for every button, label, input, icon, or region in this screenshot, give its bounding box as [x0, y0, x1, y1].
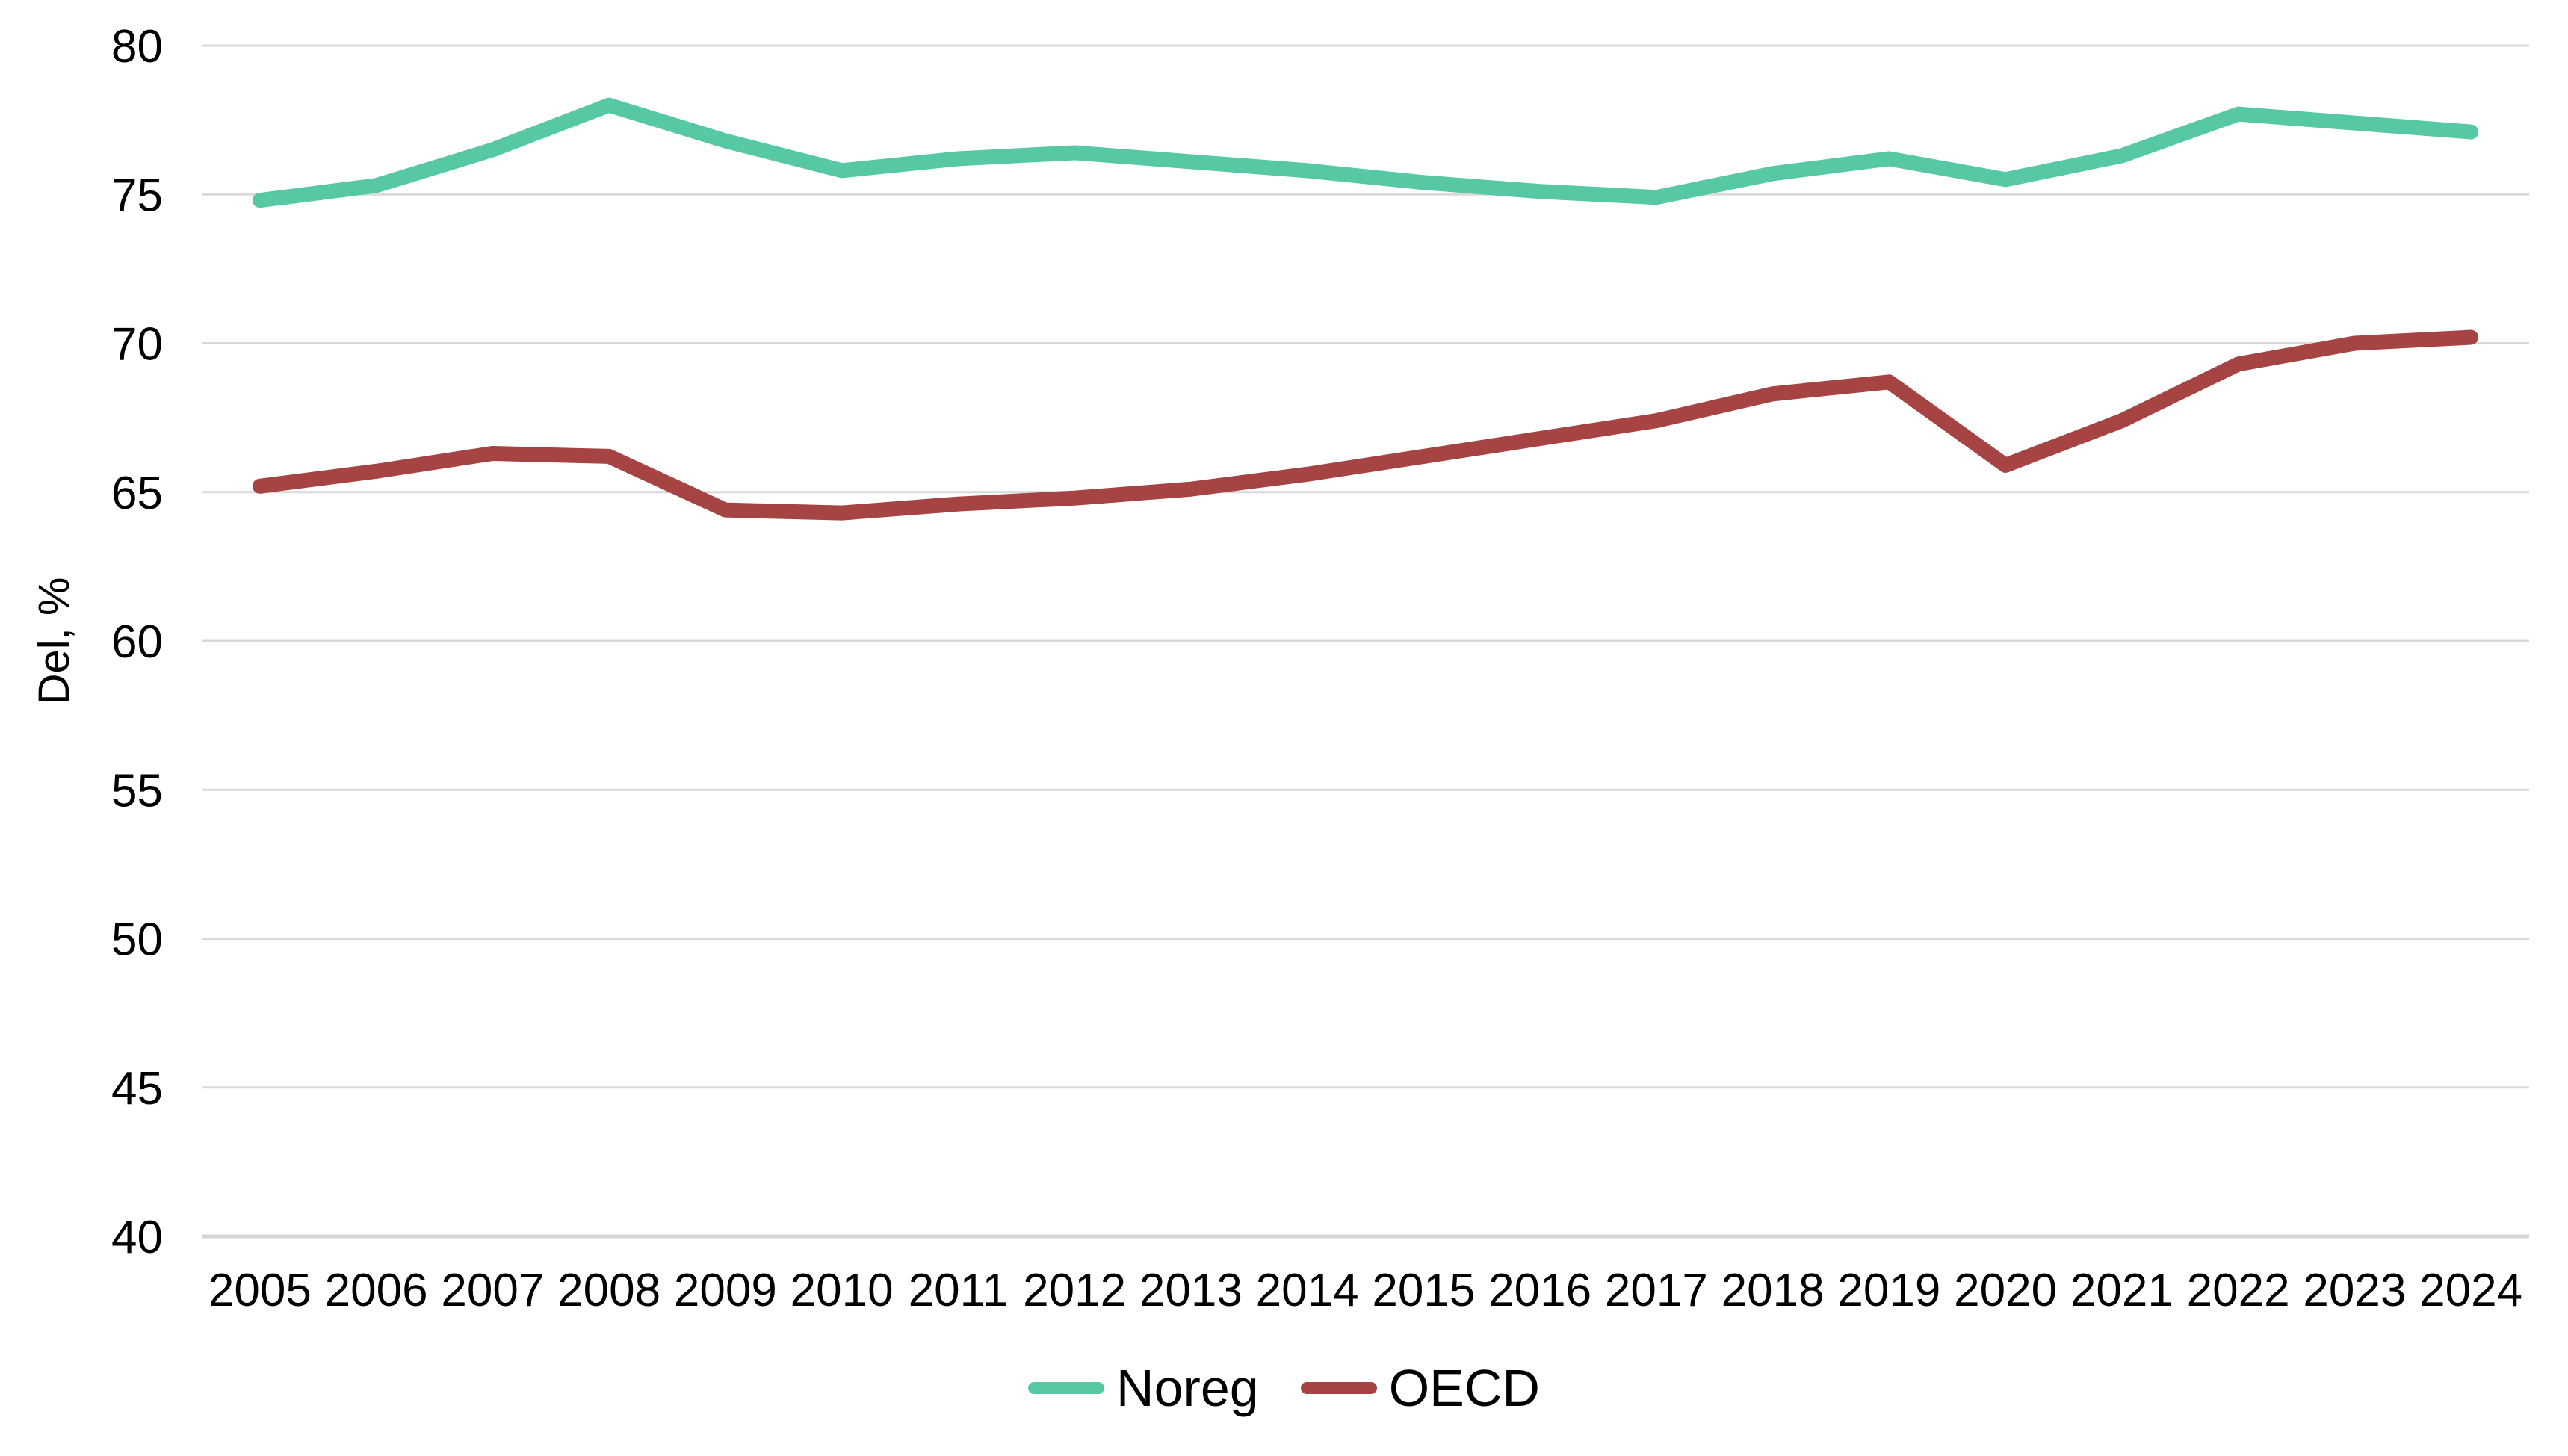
x-tick-label: 2006 — [325, 1265, 428, 1316]
y-tick-label: 65 — [111, 468, 163, 519]
x-axis-tick-labels: 2005 2006 2007 2008 2009 2010 2011 2012 2013 2014… — [208, 1265, 2522, 1316]
x-tick-label: 2011 — [909, 1265, 1008, 1316]
y-tick-label: 50 — [111, 914, 163, 966]
y-tick-label: 55 — [111, 765, 163, 817]
oecd-line-swatch — [1300, 1381, 1377, 1394]
x-tick-label: 2024 — [2419, 1265, 2522, 1316]
y-axis-title: Del, % — [30, 577, 78, 705]
x-tick-label: 2019 — [1837, 1265, 1940, 1316]
series-line-noreg — [252, 97, 2479, 208]
x-tick-label: 2013 — [1139, 1265, 1243, 1316]
y-tick-label: 40 — [111, 1212, 163, 1263]
x-tick-label: 2018 — [1721, 1265, 1825, 1316]
x-tick-label: 2020 — [1954, 1265, 2057, 1316]
x-tick-label: 2017 — [1605, 1265, 1708, 1316]
y-tick-label: 70 — [111, 319, 163, 371]
x-tick-label: 2014 — [1256, 1265, 1359, 1316]
x-tick-label: 2008 — [557, 1265, 660, 1316]
x-tick-label: 2022 — [2187, 1265, 2290, 1316]
chart-legend: Noreg OECD — [0, 1345, 2568, 1431]
x-tick-label: 2021 — [2070, 1265, 2173, 1316]
y-tick-label: 45 — [111, 1063, 163, 1115]
series-line-oecd — [252, 329, 2479, 521]
legend-item-noreg: Noreg — [1028, 1362, 1259, 1414]
y-tick-label: 60 — [111, 616, 163, 668]
x-tick-label: 2009 — [674, 1265, 777, 1316]
x-tick-label: 2023 — [2303, 1265, 2406, 1316]
y-tick-label: 75 — [111, 170, 163, 221]
legend-item-oecd: OECD — [1300, 1358, 1540, 1417]
legend-label-oecd: OECD — [1388, 1358, 1540, 1417]
x-tick-label: 2007 — [441, 1265, 544, 1316]
y-axis-tick-labels: 40 45 50 55 60 65 70 75 80 — [111, 21, 163, 1263]
x-tick-label: 2012 — [1023, 1265, 1126, 1316]
noreg-line-swatch — [1028, 1381, 1105, 1394]
x-tick-label: 2010 — [790, 1265, 894, 1316]
y-tick-label: 80 — [111, 21, 163, 72]
x-tick-label: 2005 — [208, 1265, 312, 1316]
legend-label-noreg: Noreg — [1116, 1358, 1259, 1417]
x-tick-label: 2015 — [1372, 1265, 1475, 1316]
gridlines — [202, 44, 2529, 1239]
x-tick-label: 2016 — [1488, 1265, 1591, 1316]
series-lines — [252, 97, 2479, 521]
